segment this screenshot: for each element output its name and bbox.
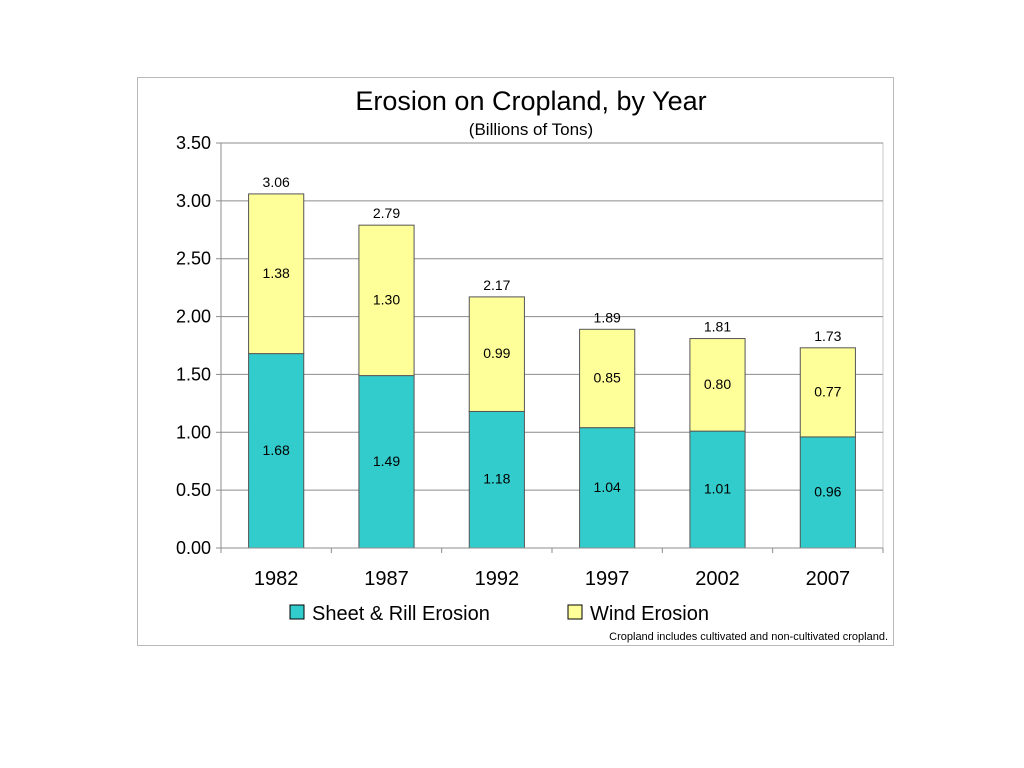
y-tick-label: 1.00 [176, 422, 211, 442]
x-tick-label: 1992 [475, 568, 520, 590]
legend-swatch-sheet-rill [289, 604, 305, 620]
legend-label-wind: Wind Erosion [590, 603, 709, 625]
segment-value-label: 0.85 [594, 369, 621, 385]
segment-value-label: 1.01 [704, 481, 731, 497]
x-tick-label: 1987 [364, 568, 409, 590]
segment-value-label: 0.96 [814, 483, 841, 499]
segment-value-label: 1.30 [373, 291, 400, 307]
y-tick-label: 0.50 [176, 480, 211, 500]
total-value-label: 2.79 [373, 205, 400, 221]
y-tick-label: 2.50 [176, 249, 211, 269]
y-tick-label: 3.50 [176, 133, 211, 153]
segment-value-label: 1.38 [263, 265, 290, 281]
bar-segment-sheet-rill [358, 375, 415, 549]
erosion-chart: Erosion on Cropland, by Year (Billions o… [176, 86, 888, 643]
total-value-label: 1.89 [594, 309, 621, 325]
legend-swatch-wind [567, 604, 583, 620]
legend-label-sheet-rill: Sheet & Rill Erosion [312, 603, 490, 625]
bar-segment-wind [799, 347, 856, 438]
segment-value-label: 0.80 [704, 376, 731, 392]
segment-value-label: 0.77 [814, 383, 841, 399]
x-tick-label: 1997 [585, 568, 630, 590]
x-tick-label: 2002 [695, 568, 740, 590]
segment-value-label: 1.68 [263, 442, 290, 458]
segment-value-label: 1.04 [594, 479, 621, 495]
chart-frame: Erosion on Cropland, by Year (Billions o… [137, 77, 894, 646]
y-tick-label: 2.00 [176, 307, 211, 327]
plot-area [220, 142, 884, 549]
chart-subtitle: (Billions of Tons) [469, 120, 593, 139]
chart-note: Cropland includes cultivated and non-cul… [609, 631, 888, 643]
x-tick-label: 1982 [254, 568, 299, 590]
total-value-label: 2.17 [483, 277, 510, 293]
y-tick-label: 3.00 [176, 191, 211, 211]
bar-segment-wind [689, 338, 746, 432]
bar-segment-wind [468, 296, 525, 412]
bar-segment-sheet-rill [468, 410, 525, 549]
total-value-label: 3.06 [263, 174, 290, 190]
legend: Sheet & Rill Erosion Wind Erosion [289, 603, 709, 625]
x-tick-label: 2007 [806, 568, 851, 590]
y-tick-label: 1.50 [176, 364, 211, 384]
bar-segment-wind [579, 328, 636, 429]
bar-segment-sheet-rill [248, 353, 305, 549]
segment-value-label: 1.49 [373, 453, 400, 469]
bar-segment-wind [358, 224, 415, 377]
total-value-label: 1.81 [704, 319, 731, 335]
segment-value-label: 1.18 [483, 471, 510, 487]
total-value-label: 1.73 [814, 328, 841, 344]
bar-segment-sheet-rill [799, 436, 856, 549]
chart-title: Erosion on Cropland, by Year [355, 86, 706, 116]
segment-value-label: 0.99 [483, 345, 510, 361]
y-tick-label: 0.00 [176, 538, 211, 558]
bar-segment-wind [248, 193, 305, 355]
